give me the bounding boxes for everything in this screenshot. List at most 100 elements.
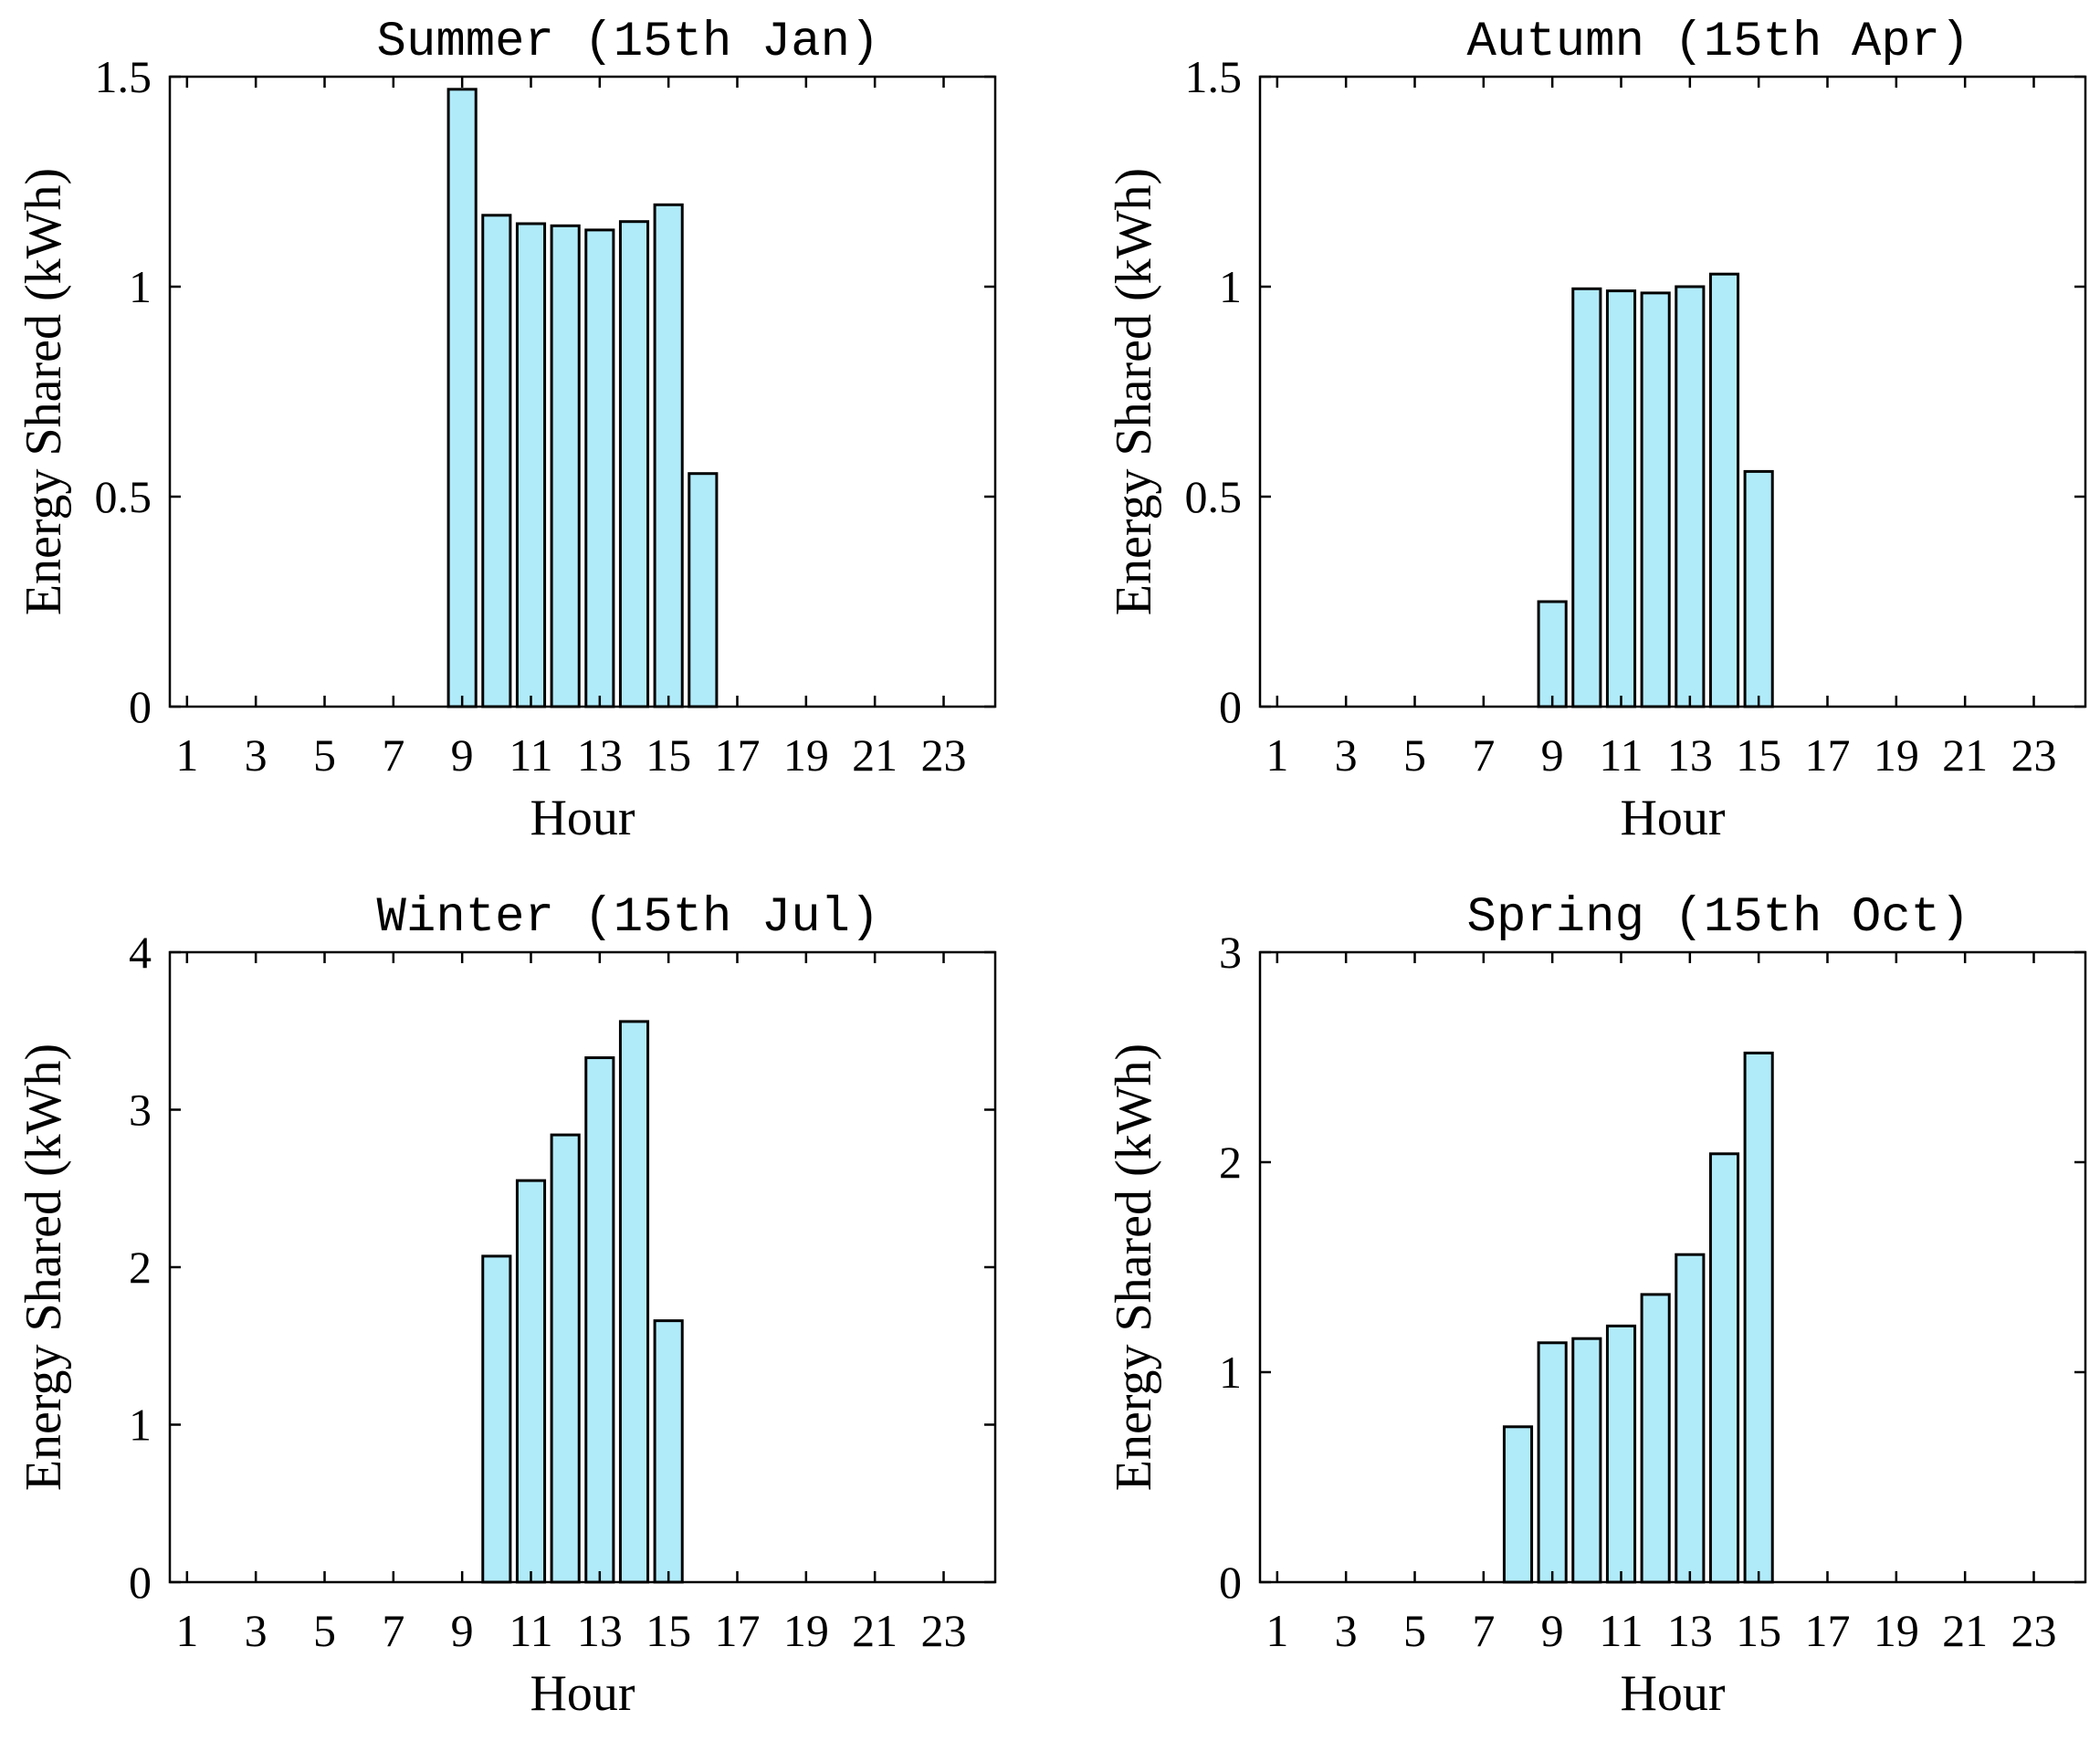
x-tick-label: 23 (921, 729, 967, 781)
x-tick-label: 1 (1265, 729, 1288, 781)
bar-hour-11 (515, 1179, 547, 1584)
x-tick-label: 11 (509, 729, 552, 781)
x-tick-label: 7 (382, 1605, 404, 1656)
x-tick-label: 21 (852, 1605, 898, 1656)
bar-hour-15 (1743, 469, 1774, 708)
x-tick-label: 7 (1472, 1605, 1495, 1656)
bar-hour-13 (584, 228, 615, 708)
bar-hour-9 (1537, 600, 1568, 708)
subplot-title: Summer (15th Jan) (377, 15, 880, 70)
x-tick-label: 5 (1403, 729, 1426, 781)
y-tick-label: 3 (1219, 927, 1242, 978)
y-tick-label: 1 (1219, 261, 1242, 312)
y-axis-label: Energy Shared (kWh) (16, 1044, 72, 1491)
x-tick-label: 15 (646, 729, 691, 781)
x-tick-label: 23 (921, 1605, 967, 1656)
x-tick-label: 21 (1942, 1605, 1988, 1656)
subplot-title: Autumn (15th Apr) (1467, 15, 1970, 70)
bar-hour-13 (1675, 285, 1706, 708)
y-tick-label: 0 (129, 681, 152, 732)
y-tick-label: 2 (129, 1242, 152, 1293)
x-axis-label: Hour (530, 790, 635, 846)
x-tick-label: 19 (783, 1605, 829, 1656)
x-tick-label: 3 (245, 1605, 268, 1656)
x-tick-label: 13 (1667, 729, 1713, 781)
y-tick-label: 1 (1219, 1347, 1242, 1398)
y-tick-label: 2 (1219, 1137, 1242, 1188)
bar-hour-12 (1640, 1293, 1671, 1584)
bar-hour-11 (1605, 1324, 1637, 1584)
x-tick-label: 1 (1265, 1605, 1288, 1656)
x-tick-label: 13 (577, 729, 623, 781)
x-tick-label: 23 (2011, 1605, 2057, 1656)
y-axis-label: Energy Shared (kWh) (1106, 1044, 1162, 1491)
x-tick-label: 9 (1541, 1605, 1564, 1656)
x-tick-label: 1 (175, 1605, 198, 1656)
bar-hour-10 (481, 214, 512, 708)
subplot-title: Winter (15th Jul) (377, 890, 880, 946)
y-tick-label: 1 (129, 261, 152, 312)
y-tick-label: 0.5 (95, 471, 152, 522)
x-tick-label: 19 (783, 729, 829, 781)
x-tick-label: 19 (1874, 729, 1919, 781)
subplot-title: Spring (15th Oct) (1467, 890, 1970, 946)
x-tick-label: 5 (313, 1605, 336, 1656)
x-axis-label: Hour (1620, 1665, 1725, 1722)
bar-hour-13 (584, 1056, 615, 1584)
y-tick-label: 4 (129, 927, 152, 978)
bar-hour-10 (1571, 1337, 1602, 1584)
bar-hour-14 (1708, 1152, 1740, 1584)
x-tick-label: 7 (382, 729, 404, 781)
bar-hour-11 (1605, 289, 1637, 708)
bar-hour-9 (1537, 1341, 1568, 1584)
axes-frame (168, 950, 997, 1584)
bar-hour-12 (1640, 291, 1671, 708)
y-tick-label: 0 (129, 1557, 152, 1608)
x-tick-label: 21 (852, 729, 898, 781)
x-tick-label: 17 (1805, 729, 1851, 781)
y-tick-label: 0 (1219, 1557, 1242, 1608)
x-tick-label: 17 (715, 1605, 761, 1656)
x-tick-label: 3 (245, 729, 268, 781)
bar-hour-14 (618, 220, 650, 708)
x-tick-label: 11 (1599, 729, 1643, 781)
axes-frame (1258, 75, 2087, 708)
bar-hour-16 (688, 472, 719, 708)
x-tick-label: 17 (1805, 1605, 1851, 1656)
x-tick-label: 11 (509, 1605, 552, 1656)
y-axis-label: Energy Shared (kWh) (16, 168, 72, 615)
x-tick-label: 7 (1472, 729, 1495, 781)
x-axis-label: Hour (1620, 790, 1725, 846)
x-tick-label: 5 (1403, 1605, 1426, 1656)
x-tick-label: 9 (451, 729, 474, 781)
bar-hour-11 (515, 222, 547, 708)
y-tick-label: 1.5 (1185, 51, 1243, 102)
x-tick-label: 17 (715, 729, 761, 781)
axes-frame (1258, 950, 2087, 1584)
x-tick-label: 9 (451, 1605, 474, 1656)
bar-hour-14 (618, 1020, 650, 1584)
x-tick-label: 3 (1335, 729, 1358, 781)
bar-hour-12 (550, 1133, 581, 1584)
y-tick-label: 1.5 (95, 51, 152, 102)
bar-hour-14 (1708, 272, 1740, 708)
y-tick-label: 0 (1219, 681, 1242, 732)
y-axis-label: Energy Shared (kWh) (1106, 168, 1162, 615)
x-tick-label: 9 (1541, 729, 1564, 781)
y-tick-label: 0.5 (1185, 471, 1243, 522)
x-tick-label: 19 (1874, 1605, 1919, 1656)
x-tick-label: 23 (2011, 729, 2057, 781)
x-tick-label: 15 (1736, 1605, 1781, 1656)
y-tick-label: 3 (129, 1085, 152, 1136)
x-tick-label: 13 (577, 1605, 623, 1656)
y-tick-label: 1 (129, 1400, 152, 1451)
bar-hour-12 (550, 224, 581, 708)
bar-hour-15 (1743, 1051, 1774, 1584)
x-tick-label: 5 (313, 729, 336, 781)
bar-hour-9 (446, 88, 478, 708)
